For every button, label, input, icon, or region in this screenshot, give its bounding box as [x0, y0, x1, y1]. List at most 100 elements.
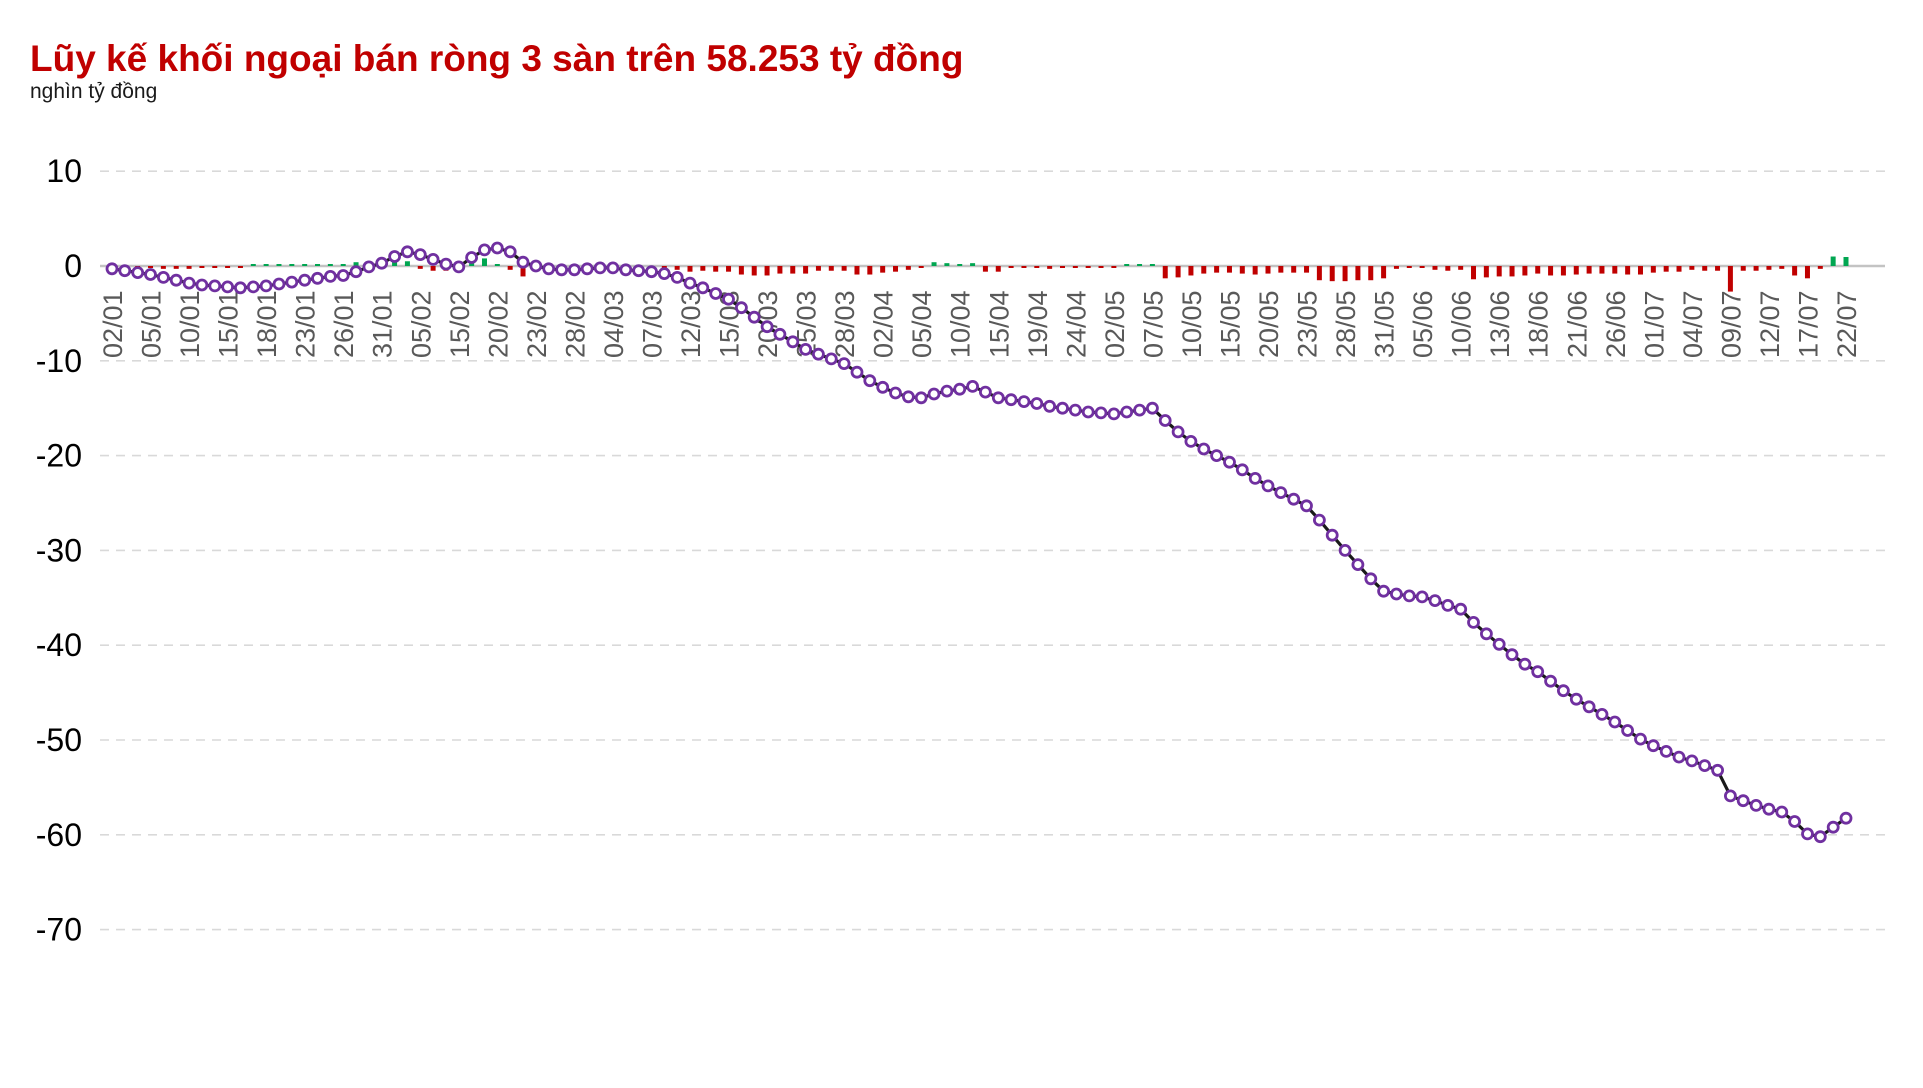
data-point-marker	[1300, 499, 1313, 513]
x-axis-label: 18/06	[1524, 290, 1554, 358]
data-point-marker	[876, 380, 890, 394]
x-axis-label: 15/05	[1215, 290, 1245, 358]
data-point-marker	[246, 280, 260, 294]
data-point-marker	[1235, 463, 1249, 477]
data-point-marker	[439, 257, 453, 271]
data-point-marker	[1762, 802, 1776, 816]
data-point-marker	[709, 287, 723, 300]
data-point-marker	[400, 245, 414, 259]
daily-net-bar	[289, 264, 295, 266]
data-point-marker	[1068, 403, 1082, 417]
daily-net-bar	[841, 266, 847, 271]
data-point-marker	[413, 248, 427, 262]
data-point-marker	[1595, 708, 1609, 721]
data-point-marker	[645, 265, 658, 279]
daily-net-bar	[1663, 266, 1669, 272]
data-point-marker	[619, 263, 633, 277]
data-point-marker	[670, 270, 684, 284]
data-point-marker	[889, 386, 902, 400]
data-point-marker	[169, 273, 183, 287]
data-point-marker	[490, 241, 504, 255]
data-point-marker	[824, 352, 838, 366]
daily-net-bar	[944, 263, 950, 266]
data-point-marker	[349, 265, 363, 279]
x-axis-label: 09/07	[1716, 290, 1746, 358]
daily-net-bar	[1804, 266, 1810, 279]
x-axis-label: 28/03	[830, 290, 860, 358]
x-axis-label: 05/04	[907, 290, 937, 358]
daily-net-bar	[1522, 266, 1528, 276]
data-point-marker	[1287, 492, 1301, 506]
x-axis-label: 17/07	[1793, 290, 1823, 358]
data-point-marker	[259, 279, 273, 293]
x-axis-label: 04/03	[599, 290, 629, 358]
daily-net-bar	[417, 266, 423, 269]
data-point-marker	[1351, 558, 1365, 571]
x-axis-label: 10/05	[1177, 290, 1207, 358]
daily-net-bar	[1625, 266, 1631, 275]
y-axis-label: 0	[64, 248, 82, 284]
x-axis-label: 26/01	[329, 290, 359, 358]
data-point-marker	[1094, 406, 1108, 420]
daily-net-bar	[982, 266, 988, 272]
daily-net-bar	[1676, 266, 1682, 272]
x-axis-label: 19/04	[1023, 290, 1053, 358]
daily-net-bar	[790, 266, 796, 274]
data-point-marker	[1569, 692, 1583, 706]
y-axis-label: -70	[36, 912, 82, 948]
daily-net-bar	[815, 266, 821, 271]
daily-net-bar	[1149, 264, 1155, 266]
x-axis-label: 31/05	[1370, 290, 1400, 358]
daily-net-bar	[1304, 266, 1310, 273]
x-axis-label: 07/05	[1138, 290, 1168, 358]
data-point-marker	[1390, 587, 1403, 601]
data-point-marker	[1313, 513, 1326, 527]
data-point-marker	[1364, 572, 1378, 586]
x-axis-label: 18/01	[252, 290, 282, 358]
data-point-marker	[131, 266, 145, 280]
data-point-marker	[516, 255, 530, 269]
daily-net-bar	[250, 264, 256, 266]
daily-net-bar	[1047, 266, 1053, 269]
y-axis-label: -60	[36, 817, 82, 853]
daily-net-bar	[1355, 266, 1361, 281]
data-point-marker	[452, 260, 466, 274]
data-point-marker	[1081, 405, 1095, 419]
x-axis-label: 23/05	[1293, 290, 1323, 358]
data-point-marker	[863, 374, 877, 388]
data-point-marker	[1017, 395, 1031, 409]
daily-net-bar	[1342, 266, 1348, 282]
daily-net-bar	[1419, 266, 1425, 268]
data-point-marker	[1158, 414, 1172, 427]
y-axis-label: 10	[46, 153, 82, 189]
data-point-marker	[426, 252, 440, 266]
daily-net-bar	[1560, 266, 1566, 276]
daily-net-bar	[225, 266, 231, 268]
data-point-marker	[593, 261, 607, 275]
daily-net-bar	[1124, 264, 1130, 266]
data-point-marker	[940, 384, 954, 398]
data-point-marker	[683, 276, 697, 290]
daily-net-bar	[1779, 266, 1785, 269]
x-axis-label: 05/06	[1408, 290, 1438, 358]
daily-net-bar	[1111, 266, 1117, 268]
daily-net-bar	[173, 266, 179, 269]
daily-net-bar	[1612, 266, 1618, 274]
daily-net-bar	[186, 266, 192, 269]
daily-net-bar	[1316, 266, 1322, 281]
data-point-marker	[1325, 528, 1339, 542]
data-point-marker	[1736, 794, 1750, 808]
daily-net-bar	[1509, 266, 1515, 277]
data-point-marker	[966, 379, 979, 393]
data-point-marker	[568, 263, 581, 277]
data-point-marker	[336, 269, 350, 282]
data-point-marker	[1582, 700, 1596, 714]
daily-net-bar	[1753, 266, 1759, 271]
data-point-marker	[902, 390, 915, 404]
daily-net-bar	[1702, 266, 1708, 271]
x-axis-label: 23/02	[522, 290, 552, 358]
daily-net-bar	[1792, 266, 1798, 276]
daily-net-bar	[340, 264, 346, 266]
daily-net-bar	[1021, 266, 1027, 268]
data-point-marker	[1685, 754, 1699, 768]
